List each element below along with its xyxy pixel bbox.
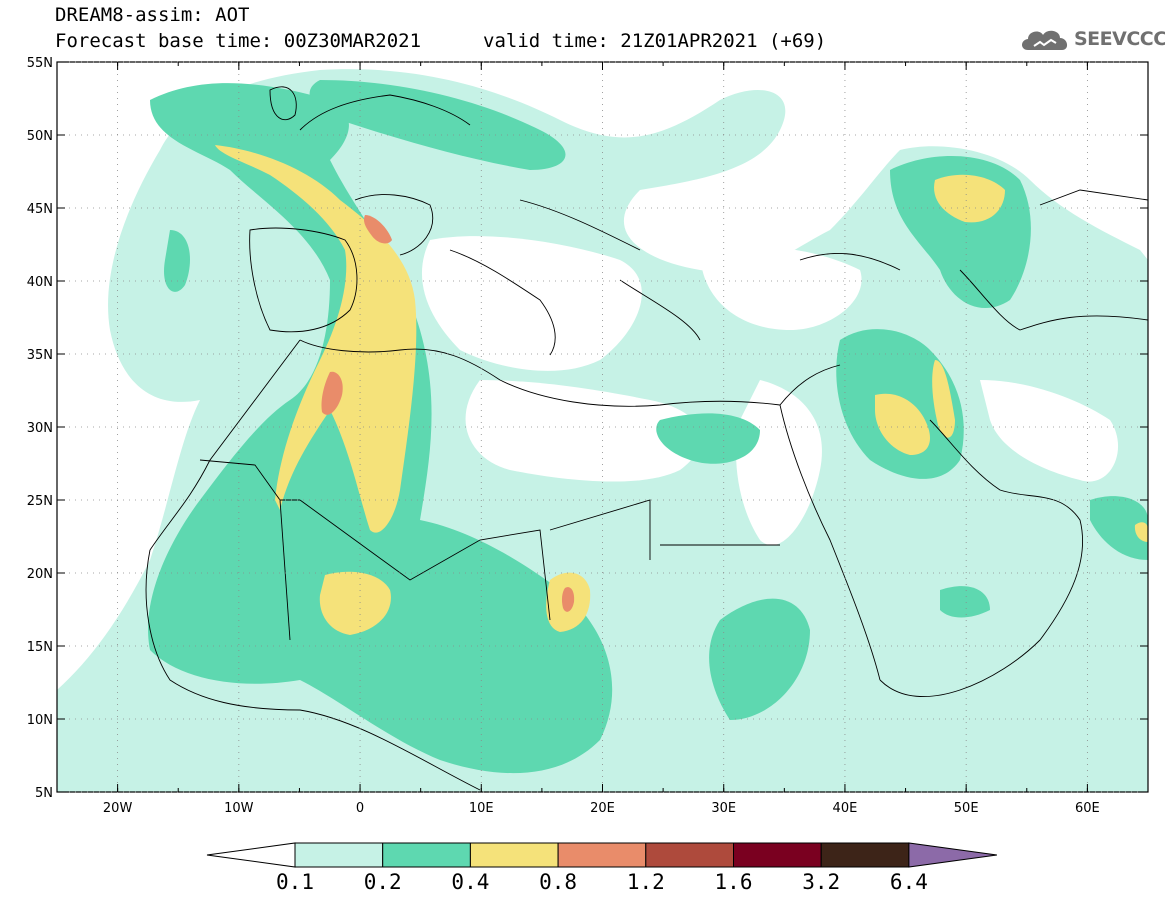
lon-tick-label: 10E bbox=[469, 801, 494, 816]
lat-tick-label: 20N bbox=[27, 567, 53, 582]
lon-tick-label: 20W bbox=[103, 801, 133, 816]
lon-tick-label: 0 bbox=[356, 801, 364, 816]
colorbar-segment bbox=[820, 842, 910, 868]
colorbar-high-arrow bbox=[908, 842, 997, 868]
lat-tick-label: 50N bbox=[27, 129, 53, 144]
colorbar-low-arrow bbox=[206, 842, 296, 868]
colorbar-segment bbox=[294, 842, 384, 868]
lon-axis: 20W 10W 0 10E 20E 30E 40E 50E 60E bbox=[103, 801, 1100, 816]
lon-tick-label: 60E bbox=[1075, 801, 1100, 816]
colorbar-level-label: 0.2 bbox=[364, 870, 402, 894]
lat-tick-label: 30N bbox=[27, 421, 53, 436]
lon-tick-label: 30E bbox=[711, 801, 736, 816]
lat-tick-label: 55N bbox=[27, 56, 53, 71]
colorbar-segment bbox=[645, 842, 734, 868]
aot-field bbox=[57, 69, 1148, 792]
colorbar-level-label: 0.8 bbox=[539, 870, 577, 894]
colorbar-segment bbox=[469, 842, 559, 868]
lat-tick-label: 45N bbox=[27, 202, 53, 217]
colorbar-level-label: 0.4 bbox=[451, 870, 489, 894]
colorbar-level-label: 0.1 bbox=[276, 870, 314, 894]
axis-ticks bbox=[56, 61, 1149, 793]
colorbar-level-label: 3.2 bbox=[802, 870, 840, 894]
colorbar-level-label: 1.6 bbox=[715, 870, 753, 894]
valid-time: valid time: 21Z01APR2021 (+69) bbox=[483, 30, 827, 52]
lon-tick-label: 10W bbox=[224, 801, 254, 816]
colorbar-segment bbox=[557, 842, 647, 868]
lat-tick-label: 15N bbox=[27, 640, 53, 655]
seevccc-logo: SEEVCCC bbox=[1018, 24, 1165, 56]
colorbar-level-label: 6.4 bbox=[890, 870, 928, 894]
lat-tick-label: 40N bbox=[27, 275, 53, 290]
lat-tick-label: 25N bbox=[27, 494, 53, 509]
colorbar-labels: 0.1 0.2 0.4 0.8 1.2 1.6 3.2 6.4 bbox=[276, 870, 928, 894]
colorbar-level-label: 1.2 bbox=[627, 870, 665, 894]
lat-tick-label: 10N bbox=[27, 713, 53, 728]
lat-tick-label: 5N bbox=[35, 786, 53, 801]
lat-tick-label: 35N bbox=[27, 348, 53, 363]
coastlines bbox=[145, 86, 1148, 791]
cloud-icon bbox=[1022, 30, 1068, 50]
logo-text: SEEVCCC bbox=[1074, 28, 1165, 50]
colorbar bbox=[206, 842, 997, 868]
forecast-base-time: Forecast base time: 00Z30MAR2021 bbox=[55, 30, 422, 52]
map-title: DREAM8-assim: AOT bbox=[55, 4, 250, 26]
lon-tick-label: 40E bbox=[833, 801, 858, 816]
lat-axis: 55N 50N 45N 40N 35N 30N 25N 20N 15N 10N 5N bbox=[27, 56, 53, 801]
colorbar-segment bbox=[382, 842, 471, 868]
lon-tick-label: 50E bbox=[954, 801, 979, 816]
lon-tick-label: 20E bbox=[590, 801, 615, 816]
colorbar-segment bbox=[733, 842, 822, 868]
